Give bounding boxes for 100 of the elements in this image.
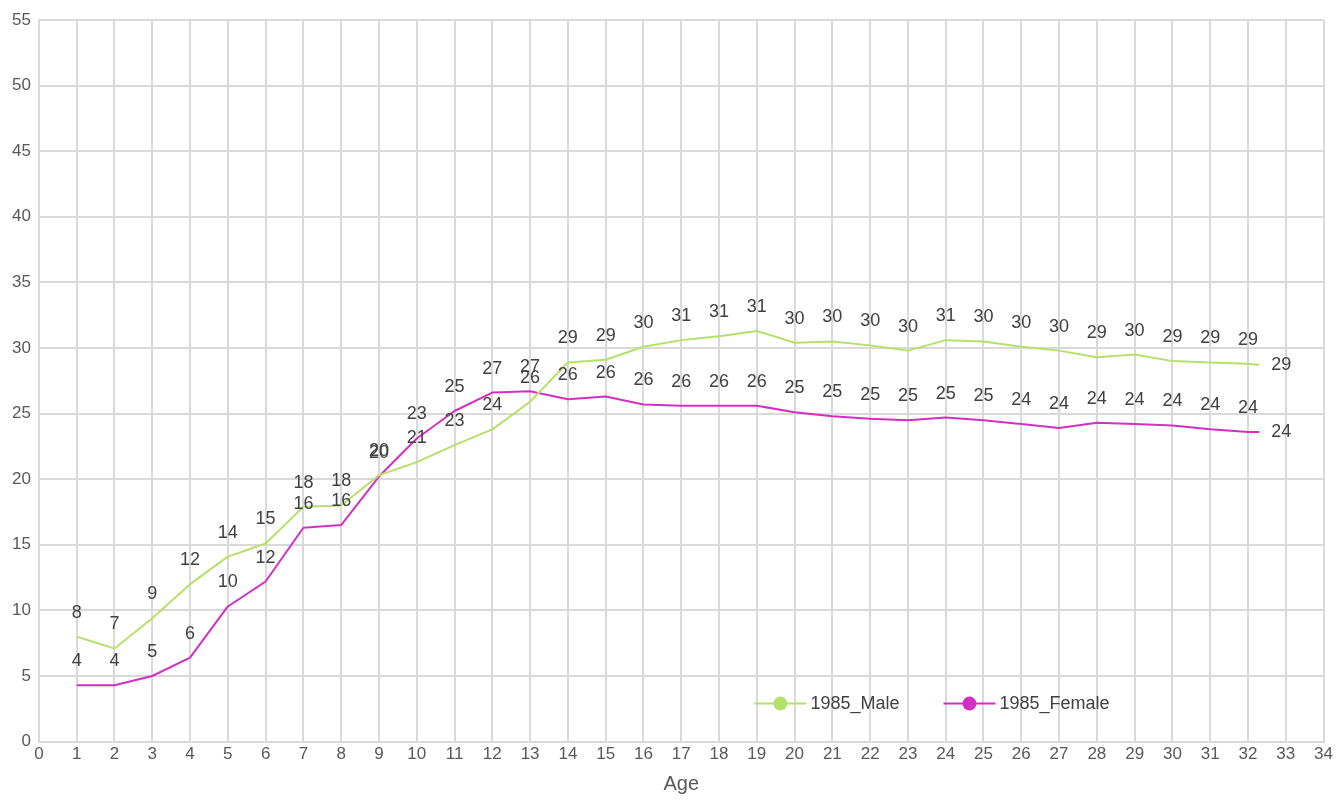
x-tick-label: 32: [1238, 744, 1258, 764]
x-tick-label: 8: [336, 744, 346, 764]
legend-label: 1985_Female: [999, 692, 1110, 714]
y-tick-label: 10: [11, 600, 31, 620]
data-label: 4: [71, 650, 82, 671]
data-label: 30: [897, 315, 918, 336]
x-tick-label: 4: [185, 744, 195, 764]
data-label: 29: [1237, 328, 1258, 349]
data-label: 15: [255, 508, 276, 529]
x-tick-label: 6: [260, 744, 271, 764]
data-label: 12: [180, 549, 201, 570]
data-label: 25: [860, 383, 881, 404]
data-label: 10: [217, 571, 238, 592]
x-tick-label: 7: [298, 744, 309, 764]
x-axis-title: Age: [663, 771, 700, 794]
data-label: 14: [217, 521, 238, 542]
data-label: 25: [444, 375, 465, 396]
data-label: 12: [255, 546, 276, 567]
data-label: 31: [935, 305, 956, 326]
data-label: 29: [595, 324, 616, 345]
data-label: 30: [860, 310, 881, 331]
data-label: 24: [1124, 389, 1145, 410]
data-label: 5: [147, 640, 158, 661]
y-tick-label: 45: [11, 140, 31, 160]
y-tick-label: 40: [11, 206, 31, 226]
data-label: 24: [1200, 394, 1221, 415]
x-tick-label: 20: [785, 744, 805, 764]
data-label: 30: [1124, 319, 1145, 340]
x-tick-label: 12: [482, 744, 502, 764]
data-label: 4: [109, 650, 120, 671]
x-tick-label: 19: [747, 744, 767, 764]
legend-label: 1985_Male: [810, 692, 900, 714]
x-tick-label: 0: [34, 744, 44, 764]
data-label: 30: [973, 306, 994, 327]
data-label: 26: [671, 370, 692, 391]
y-tick-label: 25: [11, 403, 31, 423]
x-tick-label: 9: [374, 744, 384, 764]
x-tick-label: 33: [1276, 744, 1296, 764]
x-tick-label: 10: [407, 744, 427, 764]
data-label: 24: [1011, 389, 1032, 410]
data-label: 30: [1011, 311, 1032, 332]
data-label: 18: [331, 470, 352, 491]
data-label: 24: [1049, 393, 1070, 413]
x-tick-label: 18: [709, 744, 729, 764]
x-tick-label: 30: [1162, 744, 1182, 764]
data-label: 23: [444, 410, 465, 431]
x-tick-label: 15: [596, 744, 616, 764]
data-label: 7: [109, 613, 120, 634]
data-label: 25: [973, 385, 994, 406]
x-tick-label: 28: [1087, 744, 1107, 764]
data-label: 27: [482, 357, 503, 378]
y-tick-label: 30: [11, 337, 31, 357]
data-label: 23: [406, 403, 427, 424]
data-label: 9: [147, 583, 158, 604]
data-label: 24: [1086, 387, 1107, 408]
data-label: 29: [1200, 327, 1221, 348]
x-tick-label: 34: [1314, 744, 1334, 764]
x-tick-label: 25: [974, 744, 993, 764]
data-label: 8: [71, 601, 82, 622]
data-label: 26: [557, 364, 578, 385]
x-tick-label: 22: [860, 744, 880, 764]
data-label: 25: [897, 385, 918, 406]
x-tick-label: 11: [445, 744, 464, 764]
y-tick-label: 35: [11, 272, 31, 292]
y-tick-label: 5: [21, 665, 31, 685]
data-label: 30: [1049, 315, 1070, 336]
x-tick-label: 3: [147, 744, 157, 764]
data-label: 24: [482, 394, 503, 415]
x-tick-label: 31: [1200, 744, 1220, 764]
data-label: 29: [557, 327, 578, 348]
data-label: 24: [1237, 396, 1258, 417]
data-label: 25: [935, 382, 956, 403]
data-label: 6: [185, 622, 196, 643]
x-tick-label: 23: [898, 744, 918, 764]
x-tick-label: 27: [1049, 744, 1069, 764]
data-label: 18: [293, 471, 314, 492]
y-tick-label: 20: [11, 468, 31, 488]
x-tick-label: 5: [223, 744, 233, 764]
data-label: 29: [1086, 322, 1107, 343]
data-label: 31: [671, 305, 692, 326]
y-tick-label: 55: [11, 9, 31, 29]
x-tick-label: 16: [633, 744, 653, 764]
x-tick-label: 14: [558, 744, 578, 764]
x-tick-label: 17: [671, 744, 691, 764]
data-label: 16: [331, 490, 352, 511]
x-tick-label: 24: [936, 744, 956, 764]
x-tick-label: 13: [520, 744, 540, 764]
y-tick-label: 50: [11, 75, 31, 95]
x-tick-label: 29: [1125, 744, 1145, 764]
x-tick-label: 21: [822, 744, 842, 764]
x-tick-label: 2: [109, 744, 120, 764]
data-label: 25: [784, 377, 805, 398]
data-label: 26: [746, 370, 767, 391]
y-tick-label: 15: [11, 534, 31, 554]
data-label: 24: [1162, 390, 1183, 411]
data-label: 26: [595, 361, 616, 382]
data-label: 30: [822, 306, 843, 327]
x-tick-label: 1: [71, 744, 82, 764]
data-label: 29: [1162, 326, 1183, 347]
data-label: 26: [633, 369, 654, 390]
